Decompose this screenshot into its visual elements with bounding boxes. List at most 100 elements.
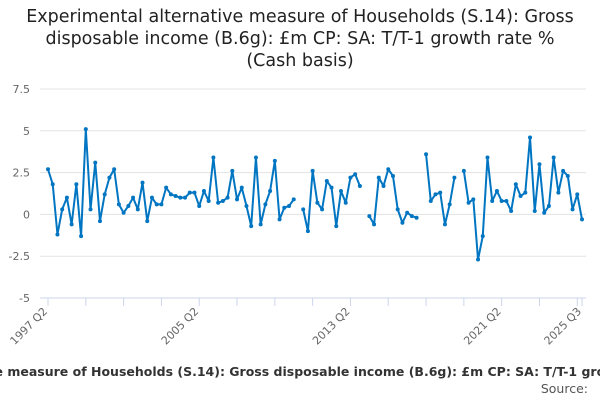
data-point [480, 234, 485, 239]
data-point [277, 217, 282, 222]
x-axis-label: Experimental alternative measure of Hous… [0, 364, 600, 379]
data-point [518, 194, 523, 199]
data-point [69, 222, 74, 227]
data-point [376, 175, 381, 180]
data-point [320, 207, 325, 212]
data-point [305, 229, 310, 234]
data-point [532, 209, 537, 214]
data-point [121, 210, 126, 215]
data-point [107, 175, 112, 180]
data-point [334, 224, 339, 229]
data-point [239, 185, 244, 190]
data-point [357, 183, 362, 188]
data-point [372, 222, 377, 227]
data-point [291, 197, 296, 202]
x-tick-label: 2025 Q3 [542, 305, 585, 348]
series-line [302, 169, 361, 233]
data-point [131, 195, 136, 200]
data-point [102, 192, 107, 197]
y-tick-label: 2.5 [13, 167, 31, 180]
data-point [471, 197, 476, 202]
series-line [462, 136, 583, 261]
data-point [112, 167, 117, 172]
data-point [46, 167, 50, 172]
data-point [97, 219, 102, 224]
data-point [343, 200, 348, 205]
data-point [575, 192, 580, 197]
data-point [367, 214, 372, 219]
data-point [287, 204, 292, 209]
data-point [381, 183, 386, 188]
data-point [405, 210, 410, 215]
data-point [537, 162, 542, 167]
data-point [225, 195, 230, 200]
data-point [178, 195, 183, 200]
data-point [452, 175, 457, 180]
data-point [504, 199, 509, 204]
data-point [433, 192, 438, 197]
data-point [192, 190, 197, 195]
data-point [338, 188, 343, 193]
y-tick-label: -2.5 [9, 250, 30, 263]
data-point [442, 222, 447, 227]
y-tick-label: 7.5 [13, 83, 31, 96]
data-point [561, 168, 566, 173]
data-point [268, 188, 273, 193]
data-point [556, 190, 561, 195]
data-point [353, 172, 358, 177]
data-point [570, 207, 575, 212]
data-point [168, 192, 173, 197]
y-tick-label: 0 [23, 208, 30, 221]
x-tick-label: 2013 Q2 [310, 305, 353, 348]
data-point [64, 195, 69, 200]
data-point [135, 207, 140, 212]
data-point [60, 207, 65, 212]
data-point [244, 204, 249, 209]
data-point [159, 202, 164, 207]
data-point [551, 155, 556, 160]
data-point [116, 202, 121, 207]
data-point [272, 158, 277, 163]
x-tick-label: 2005 Q2 [159, 305, 202, 348]
series-line [425, 154, 456, 226]
data-point [329, 185, 334, 190]
data-point [565, 173, 570, 178]
data-point [79, 234, 84, 239]
data-point [400, 220, 405, 225]
data-point [187, 190, 192, 195]
data-point [235, 197, 240, 202]
data-point [509, 209, 514, 214]
data-point [315, 200, 320, 205]
data-point [580, 217, 584, 222]
source-label: Source: [540, 381, 588, 396]
data-point [499, 199, 504, 204]
data-point [348, 175, 353, 180]
data-point [50, 182, 55, 187]
data-point [201, 188, 206, 193]
data-point [220, 199, 225, 204]
data-point [476, 257, 481, 262]
data-point [324, 178, 329, 183]
data-point [263, 202, 268, 207]
x-tick-label: 1997 Q2 [8, 305, 51, 348]
data-point [390, 173, 395, 178]
chart-title: Experimental alternative measure of Hous… [26, 7, 574, 71]
data-point [183, 195, 188, 200]
series-line [47, 128, 295, 238]
data-point [93, 160, 98, 165]
data-point [126, 204, 131, 209]
data-point [395, 207, 400, 212]
y-tick-label: 5 [23, 125, 30, 138]
data-point [424, 152, 429, 157]
data-point [164, 185, 169, 190]
data-point [253, 155, 258, 160]
data-point [216, 200, 221, 205]
data-point [211, 155, 216, 160]
data-point [301, 207, 306, 212]
data-point [206, 199, 211, 204]
data-point [154, 202, 159, 207]
data-point [542, 210, 547, 215]
data-point [409, 214, 414, 219]
x-tick-label: 2021 Q2 [461, 305, 504, 348]
